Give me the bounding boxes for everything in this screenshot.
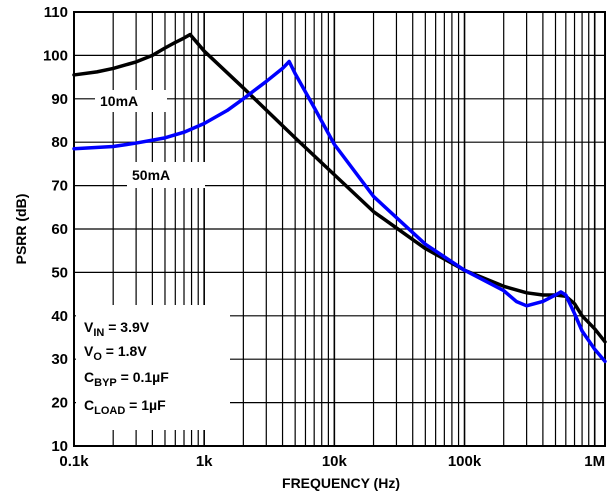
- x-tick-label: 1k: [196, 453, 213, 470]
- series-label-box-50ma: [127, 162, 205, 188]
- grid: [74, 12, 605, 446]
- anno-cbyp: CBYP = 0.1µF: [84, 369, 169, 389]
- series-line-50ma: [72, 59, 607, 364]
- x-tick-label: 100k: [448, 453, 482, 470]
- y-tick-label: 30: [51, 351, 68, 368]
- y-tick-label: 110: [44, 4, 68, 21]
- x-tick-label: 1M: [584, 453, 605, 470]
- y-tick-label: 20: [51, 395, 68, 412]
- anno-box: [76, 305, 230, 430]
- y-tick-label: 100: [43, 47, 68, 64]
- x-tick-label: 10k: [322, 453, 348, 470]
- series-label-50ma: 50mA: [132, 167, 170, 183]
- anno-vin: VIN = 3.9V: [84, 319, 150, 339]
- y-axis-title: PSRR (dB): [13, 194, 29, 265]
- series-label-box-10ma: [95, 90, 167, 112]
- x-axis-title: FREQUENCY (Hz): [282, 475, 400, 491]
- anno-cload: CLOAD = 1µF: [84, 397, 166, 417]
- y-tick-label: 80: [51, 134, 68, 151]
- x-tick-labels: 0.1k 1k 10k 100k 1M: [59, 453, 605, 470]
- x-tick-label: 0.1k: [59, 453, 89, 470]
- y-tick-labels: 110 100 90 80 70 60 50 40 30 20 10: [43, 4, 68, 455]
- plot-frame: [73, 11, 606, 447]
- y-tick-label: 10: [51, 438, 68, 455]
- anno-vo: VO = 1.8V: [84, 343, 147, 363]
- y-tick-label: 60: [51, 221, 68, 238]
- series-label-10ma: 10mA: [100, 93, 138, 109]
- y-tick-label: 40: [51, 308, 68, 325]
- y-tick-label: 90: [51, 91, 68, 108]
- series-group: [72, 32, 607, 364]
- y-tick-label: 70: [51, 178, 68, 195]
- y-tick-label: 50: [51, 264, 68, 281]
- series-line-10ma: [72, 32, 607, 344]
